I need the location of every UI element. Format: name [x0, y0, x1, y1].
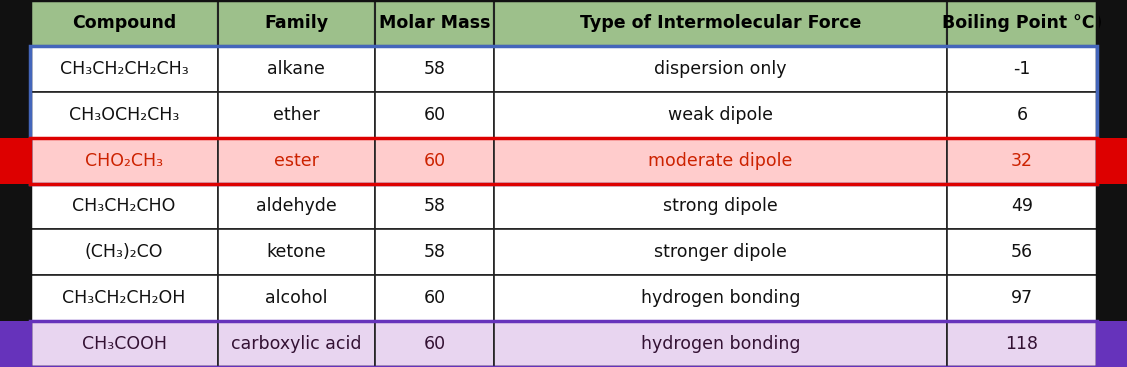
- Bar: [494, 184, 948, 229]
- Text: 60: 60: [424, 152, 445, 170]
- Text: dispersion only: dispersion only: [654, 60, 787, 78]
- Bar: [30, 275, 218, 321]
- Text: 118: 118: [1005, 335, 1038, 353]
- Text: CH₃CH₂CHO: CH₃CH₂CHO: [72, 197, 176, 215]
- Text: Family: Family: [265, 14, 328, 32]
- Bar: [218, 0, 375, 46]
- Bar: [948, 92, 1097, 138]
- Bar: [375, 92, 494, 138]
- Bar: [494, 46, 948, 92]
- Bar: [375, 229, 494, 275]
- Bar: [1097, 321, 1127, 367]
- Text: hydrogen bonding: hydrogen bonding: [641, 335, 800, 353]
- Bar: [375, 184, 494, 229]
- Text: (CH₃)₂CO: (CH₃)₂CO: [85, 243, 163, 261]
- Text: ketone: ketone: [266, 243, 326, 261]
- Bar: [218, 229, 375, 275]
- Text: 60: 60: [424, 106, 445, 124]
- Bar: [375, 46, 494, 92]
- Bar: [948, 321, 1097, 367]
- Text: 32: 32: [1011, 152, 1033, 170]
- Bar: [30, 184, 218, 229]
- Bar: [0, 321, 30, 367]
- Bar: [1097, 138, 1127, 184]
- Bar: [494, 0, 948, 46]
- Bar: [218, 92, 375, 138]
- Text: 56: 56: [1011, 243, 1033, 261]
- Bar: [948, 184, 1097, 229]
- Bar: [375, 321, 494, 367]
- Text: Boiling Point °C): Boiling Point °C): [942, 14, 1102, 32]
- Text: aldehyde: aldehyde: [256, 197, 337, 215]
- Bar: [948, 229, 1097, 275]
- Bar: [948, 46, 1097, 92]
- Bar: [30, 46, 218, 92]
- Bar: [494, 229, 948, 275]
- Text: -1: -1: [1013, 60, 1030, 78]
- Bar: [30, 138, 218, 184]
- Text: alcohol: alcohol: [265, 289, 328, 307]
- Text: CHO₂CH₃: CHO₂CH₃: [85, 152, 163, 170]
- Text: 49: 49: [1011, 197, 1033, 215]
- Bar: [494, 275, 948, 321]
- Bar: [218, 46, 375, 92]
- Text: Compound: Compound: [72, 14, 176, 32]
- Bar: [948, 0, 1097, 46]
- Text: ether: ether: [273, 106, 320, 124]
- Bar: [948, 138, 1097, 184]
- Bar: [0, 138, 30, 184]
- Text: strong dipole: strong dipole: [663, 197, 778, 215]
- Bar: [30, 321, 1097, 367]
- Text: 6: 6: [1017, 106, 1028, 124]
- Text: hydrogen bonding: hydrogen bonding: [641, 289, 800, 307]
- Text: 58: 58: [424, 197, 445, 215]
- Bar: [30, 321, 218, 367]
- Bar: [494, 138, 948, 184]
- Bar: [218, 138, 375, 184]
- Bar: [218, 321, 375, 367]
- Bar: [375, 138, 494, 184]
- Text: 58: 58: [424, 243, 445, 261]
- Text: carboxylic acid: carboxylic acid: [231, 335, 362, 353]
- Text: CH₃CH₂CH₂CH₃: CH₃CH₂CH₂CH₃: [60, 60, 188, 78]
- Text: stronger dipole: stronger dipole: [654, 243, 787, 261]
- Bar: [30, 229, 218, 275]
- Bar: [30, 92, 218, 138]
- Text: weak dipole: weak dipole: [668, 106, 773, 124]
- Text: CH₃CH₂CH₂OH: CH₃CH₂CH₂OH: [62, 289, 186, 307]
- Bar: [375, 0, 494, 46]
- Bar: [30, 138, 1097, 184]
- Text: CH₃COOH: CH₃COOH: [81, 335, 167, 353]
- Text: 97: 97: [1011, 289, 1033, 307]
- Bar: [948, 275, 1097, 321]
- Bar: [494, 92, 948, 138]
- Text: alkane: alkane: [267, 60, 326, 78]
- Text: CH₃OCH₂CH₃: CH₃OCH₂CH₃: [69, 106, 179, 124]
- Bar: [30, 46, 1097, 184]
- Text: moderate dipole: moderate dipole: [648, 152, 792, 170]
- Bar: [494, 321, 948, 367]
- Bar: [218, 184, 375, 229]
- Text: ester: ester: [274, 152, 319, 170]
- Text: 60: 60: [424, 289, 445, 307]
- Bar: [30, 0, 218, 46]
- Text: Type of Intermolecular Force: Type of Intermolecular Force: [579, 14, 861, 32]
- Text: 58: 58: [424, 60, 445, 78]
- Text: 60: 60: [424, 335, 445, 353]
- Bar: [375, 275, 494, 321]
- Text: Molar Mass: Molar Mass: [379, 14, 490, 32]
- Bar: [218, 275, 375, 321]
